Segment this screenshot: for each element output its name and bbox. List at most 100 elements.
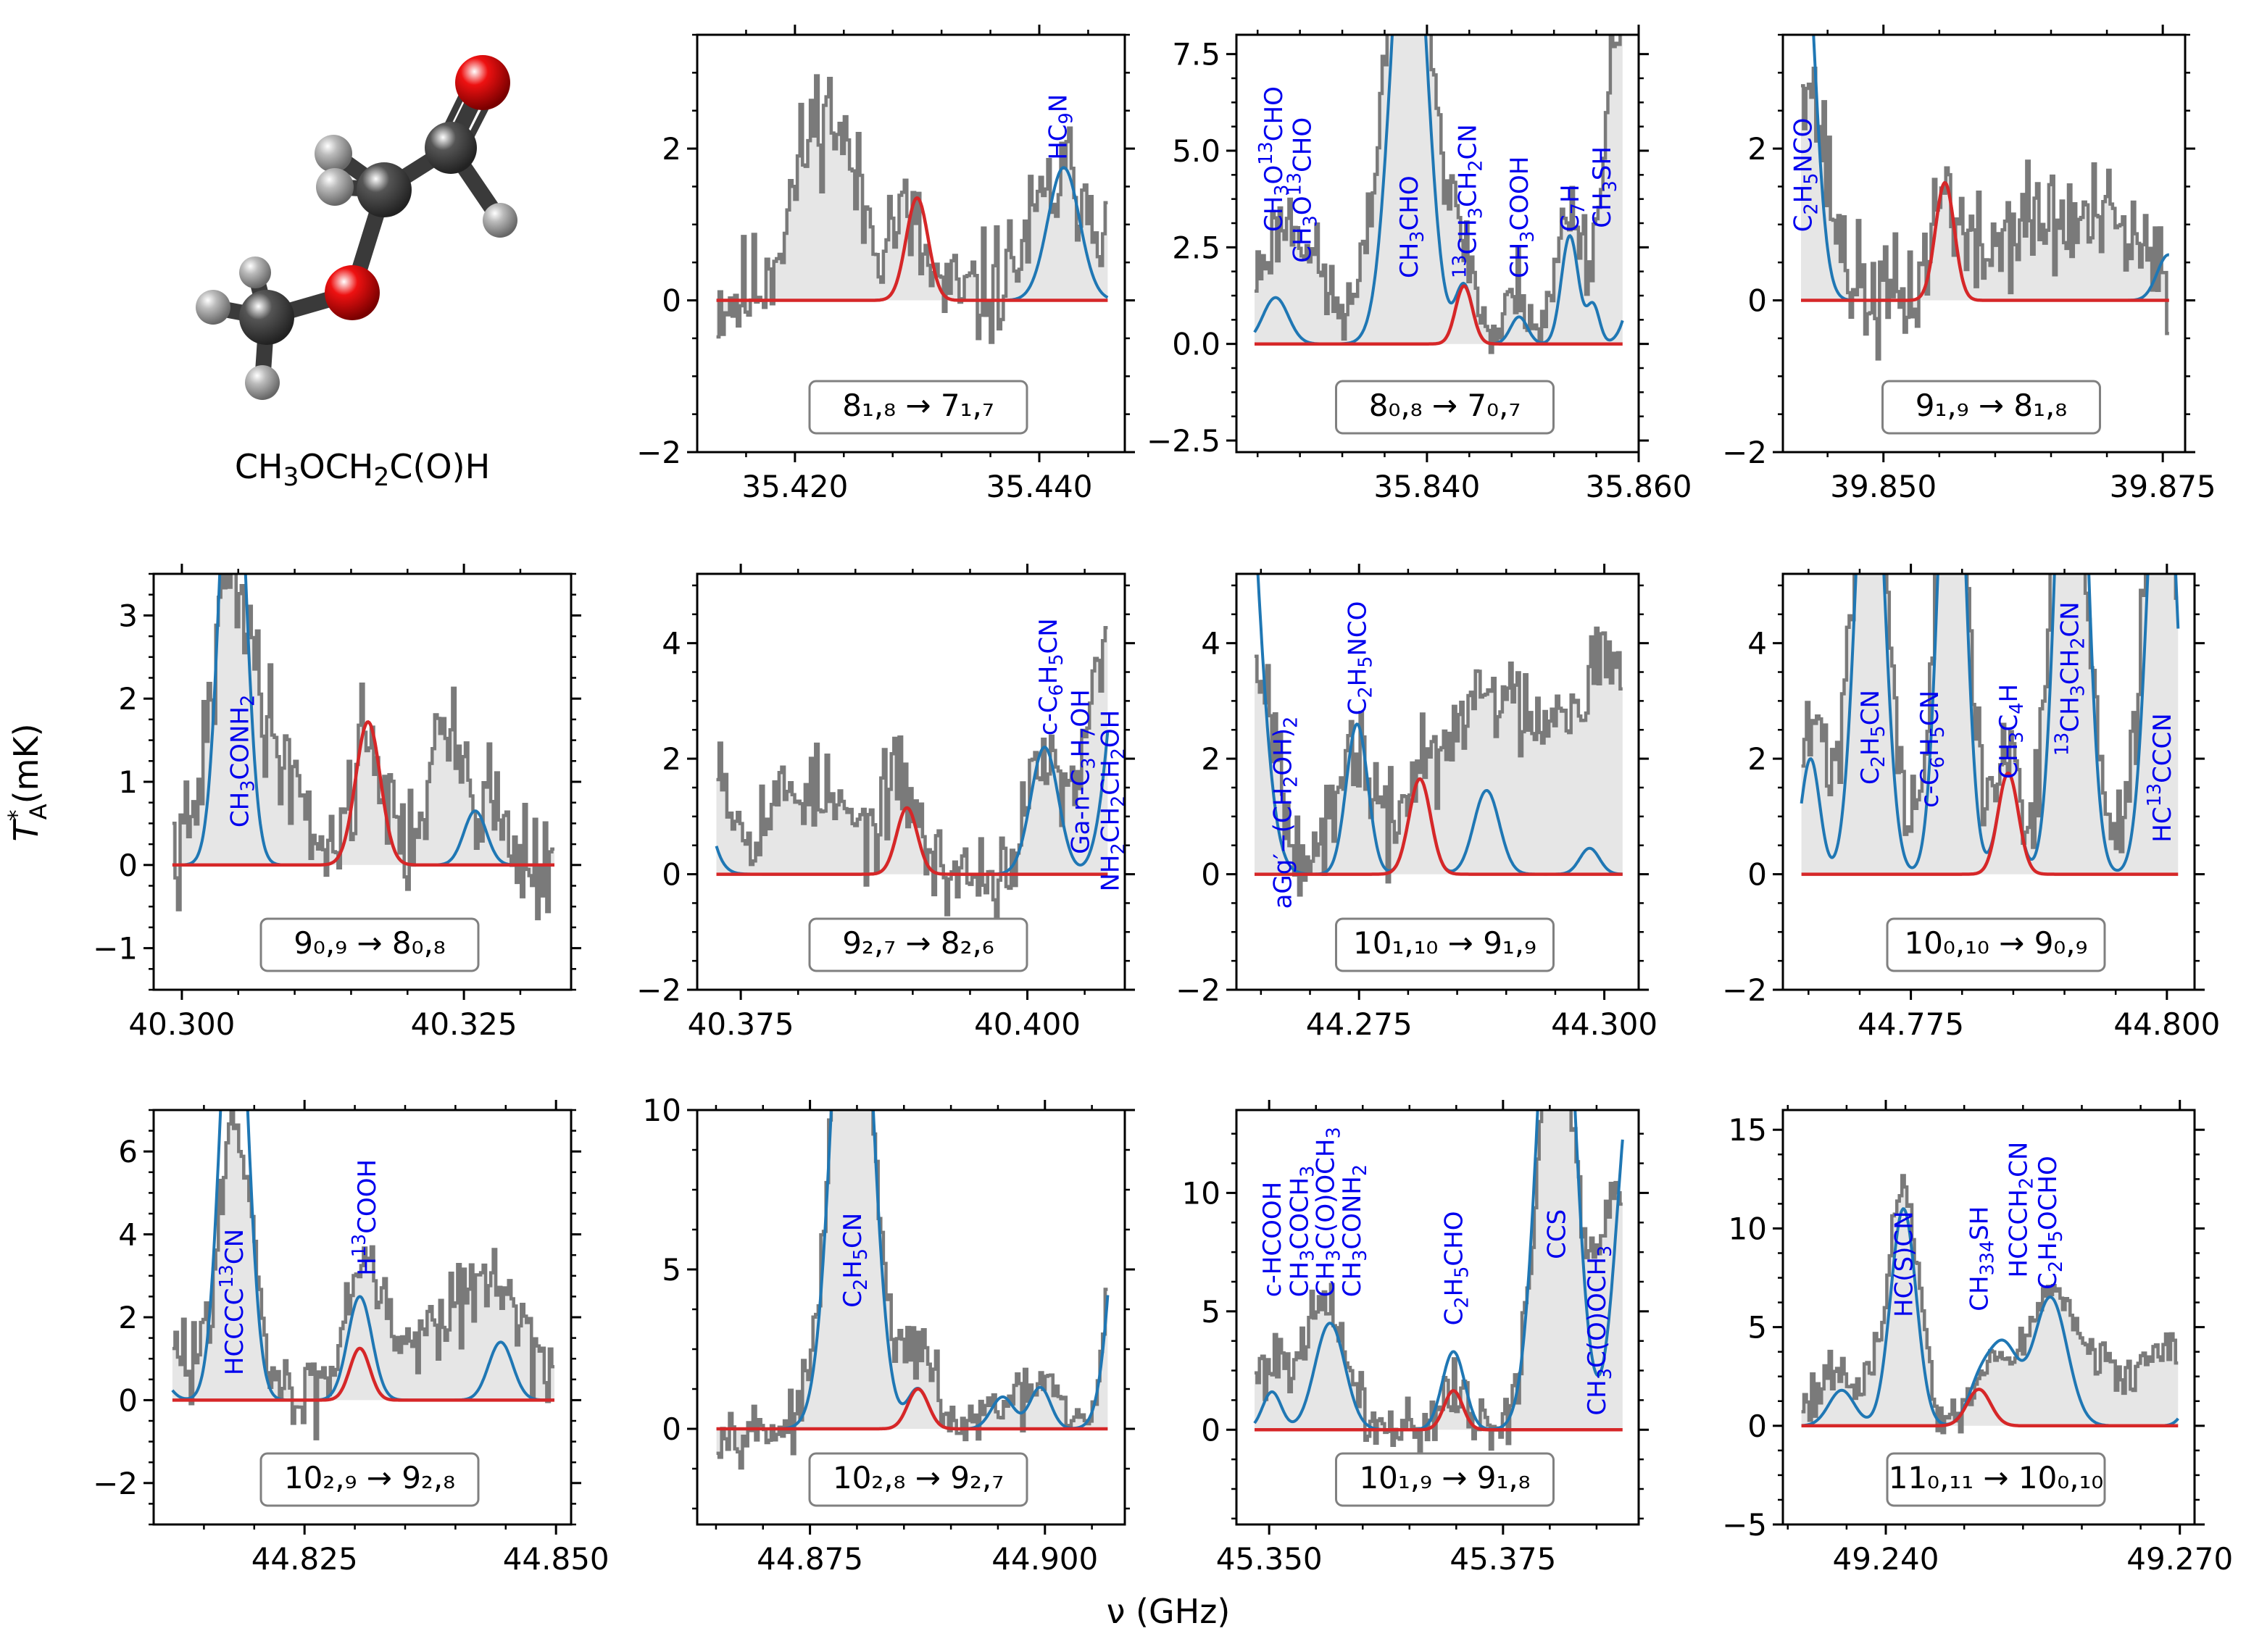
panels-group: HC9N −2 0 2 35.420 35.440 8₁,₈ → 7₁,₇ CH3O13CHO… [93, 25, 2233, 1577]
x-tick-label: 39.850 [1830, 469, 1937, 504]
species-label: 13CH3CH2CN [1449, 124, 1486, 278]
observed-spectrum-step [1801, 574, 2179, 854]
spectrum-panel: HC9N −2 0 2 35.420 35.440 8₁,₈ → 7₁,₇ [636, 25, 1135, 504]
axes-frame [1781, 33, 2187, 454]
axes-frame [696, 1109, 1126, 1526]
x-tick-label: 44.900 [991, 1541, 1098, 1577]
transition-label: 10₁,₁₀ → 9₁,₉ [1353, 925, 1536, 961]
y-tick-label: 4 [118, 1217, 138, 1253]
transition-label: 11₀,₁₁ → 10₀,₁₀ [1889, 1460, 2104, 1495]
observed-spectrum-fill [1801, 68, 2169, 359]
species-label: c-C6H5CN [1916, 691, 1949, 808]
plot-area: C2H5CN [716, 1110, 1110, 1470]
transition-label: 9₀,₉ → 8₀,₈ [294, 925, 445, 961]
axes-frame [1235, 33, 1640, 454]
observed-spectrum-step [1801, 66, 2169, 361]
species-label: aGg′−(CH2OH)2​ [1269, 717, 1302, 909]
y-tick-label: 0.0 [1172, 327, 1220, 362]
y-tick-label: −2 [93, 1466, 138, 1501]
target-model-line [172, 1346, 554, 1402]
plot-area: CH3CONH2​ [172, 574, 554, 921]
species-label: C2H5CHO [1439, 1211, 1473, 1326]
transition-label-box [808, 917, 1028, 972]
transition-label-box [259, 917, 480, 972]
observed-spectrum-step [716, 1110, 1108, 1470]
species-label: C2H5CN [839, 1213, 872, 1308]
spectrum-panel: aGg′−(CH2OH)2​ C2H5NCO −2 0 2 4 44.275 44.300 10… [1176, 564, 1658, 1042]
molecule-formula: CH3OCH2C(O)H [235, 447, 490, 492]
y-tick-label: −2 [1176, 972, 1220, 1008]
y-tick-label: 2 [118, 1300, 138, 1335]
species-label: CH3COOH [1505, 157, 1539, 278]
y-tick-label: 0 [1747, 857, 1767, 893]
x-tick-label: 35.840 [1373, 469, 1480, 504]
x-axis-label: ν (GHz) [1107, 1592, 1231, 1631]
y-tick-label: 2 [1201, 741, 1220, 777]
x-tick-label: 40.300 [128, 1006, 235, 1042]
target-model-line [172, 720, 554, 867]
target-model-line [716, 806, 1108, 876]
species-label: C2H5OCHO [2034, 1156, 2067, 1290]
observed-spectrum-fill [716, 1110, 1108, 1468]
species-label: 13CH3CH2CN [2052, 601, 2089, 756]
species-label: CH3C(O)OCH3​ [1312, 1127, 1345, 1297]
species-label: Ga-n-C3H7OH [1066, 689, 1099, 854]
x-tick-label: 40.400 [974, 1006, 1081, 1042]
y-tick-label: 0 [1201, 857, 1220, 893]
y-tick-label: −2.5 [1147, 423, 1220, 459]
y-tick-label: 0 [662, 1411, 681, 1447]
total-model-line [1253, 1110, 1624, 1432]
transition-label: 10₂,₉ → 9₂,₈ [284, 1460, 455, 1495]
target-model-line [1801, 180, 2169, 302]
species-label: C7H [1556, 184, 1589, 232]
axes-frame [696, 572, 1126, 991]
y-tick-label: 0 [1747, 1409, 1767, 1444]
x-tick-label: 39.875 [2110, 469, 2216, 504]
observed-spectrum-step [172, 1110, 554, 1440]
y-tick-label: 2 [1747, 131, 1767, 167]
x-tick-label: 35.440 [986, 469, 1093, 504]
species-label: CH3CHO [1395, 175, 1428, 278]
y-tick-label: 10 [643, 1093, 681, 1128]
y-tick-label: 6 [118, 1134, 138, 1169]
species-label: CH3O13CHO [1255, 86, 1293, 232]
y-tick-label: 4 [662, 626, 681, 662]
observed-spectrum-fill [172, 574, 554, 919]
x-tick-label: 35.860 [1586, 469, 1692, 504]
svg-text:T*A(mK): T*A(mK) [3, 723, 52, 841]
y-tick-label: −1 [93, 931, 138, 967]
spectrum-panel: CH3CONH2​ −1 0 1 2 3 40.300 40.325 9₀,₉ → 8₀,₈ [93, 564, 581, 1042]
y-tick-label: −2 [1722, 435, 1767, 470]
x-tick-label: 44.300 [1551, 1006, 1658, 1042]
transition-label: 8₁,₈ → 7₁,₇ [842, 388, 994, 423]
y-tick-label: 2 [662, 741, 681, 777]
observed-spectrum-step [1255, 35, 1622, 354]
y-tick-label: 0 [118, 848, 138, 883]
observed-spectrum-step [716, 625, 1108, 918]
x-tick-label: 44.800 [2113, 1006, 2220, 1042]
spectrum-panel: HCCCC13CN H13COOH −2 0 2 4 6 44.825 44.850 10₂,₉ … [93, 1100, 610, 1577]
target-model-line [1801, 1388, 2179, 1428]
y-tick-label: 0 [662, 283, 681, 319]
x-tick-label: 35.420 [741, 469, 848, 504]
x-tick-label: 45.375 [1449, 1541, 1556, 1577]
observed-spectrum-step [1255, 626, 1623, 897]
transition-label-box [1886, 917, 2106, 972]
transition-label-box [1886, 1452, 2106, 1507]
target-model-line [1801, 771, 2179, 876]
y-tick-label: 10 [1729, 1211, 1767, 1246]
spectrum-panel: C2H5NCO −2 0 2 39.850 39.875 9₁,₉ → 8₁,₈ [1722, 25, 2216, 504]
species-label: C2H5NCO [1344, 601, 1377, 716]
plot-area: C2H5NCO [1789, 35, 2169, 361]
y-tick-label: 15 [1729, 1112, 1767, 1148]
plot-area: c-HCOOHCH3COCH3​CH3C(O)OCH3​CH3CONH2​C2H… [1253, 1110, 1624, 1453]
y-tick-label: 5 [1201, 1294, 1220, 1330]
axes-frame [1235, 1109, 1640, 1526]
transition-label: 9₁,₉ → 8₁,₈ [1916, 388, 2067, 423]
observed-spectrum-fill [1255, 35, 1623, 353]
